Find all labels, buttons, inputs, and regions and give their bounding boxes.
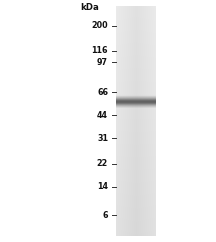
- Text: 97: 97: [97, 58, 108, 67]
- Text: 44: 44: [97, 111, 108, 120]
- Text: 31: 31: [97, 134, 108, 143]
- Text: 116: 116: [92, 46, 108, 55]
- Text: 6: 6: [103, 211, 108, 220]
- Text: 14: 14: [97, 182, 108, 191]
- Text: 22: 22: [97, 159, 108, 168]
- Text: 200: 200: [91, 21, 108, 30]
- Text: kDa: kDa: [81, 3, 99, 12]
- Text: 66: 66: [97, 88, 108, 97]
